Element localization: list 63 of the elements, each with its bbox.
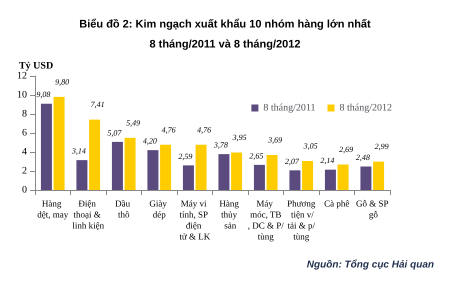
- y-tick-label: 6: [22, 128, 27, 138]
- bar: [89, 120, 100, 190]
- x-tick-label: Hàng thủy sản: [219, 198, 242, 230]
- x-tick-label: Gỗ & SP gỗ: [356, 198, 389, 220]
- data-label: 5,07: [107, 128, 122, 138]
- chart-title: Biểu đồ 2: Kim ngạch xuất khẩu 10 nhóm hàng lớn nhất: [79, 18, 372, 30]
- data-label: 2,69: [339, 144, 354, 154]
- bar: [338, 164, 349, 190]
- data-label: 3,95: [232, 132, 247, 142]
- y-tick-label: 4: [22, 146, 27, 158]
- data-label: 2,99: [374, 142, 389, 152]
- bar: [289, 170, 300, 190]
- bar: [302, 161, 314, 190]
- data-label: 4,20: [142, 136, 157, 146]
- bar: [160, 144, 172, 190]
- x-tick-label: Máy vi tính, SP điện tử & LK: [179, 198, 211, 242]
- y-tick-label: 8: [22, 108, 27, 120]
- data-label: 2,48: [356, 152, 370, 162]
- bar: [76, 160, 88, 190]
- bar: [40, 104, 52, 190]
- x-tick-label: Máy móc, TB, DC & P/tùng: [248, 198, 284, 242]
- bar: [54, 96, 65, 190]
- chart-subtitle: 8 tháng/2011 và 8 tháng/2012: [149, 38, 301, 50]
- bar: [360, 166, 372, 190]
- y-tick-label: 12: [17, 70, 27, 82]
- y-tick-label: 0: [22, 184, 27, 196]
- x-tick-label: Giày dép: [149, 198, 170, 220]
- data-label: 2,59: [178, 152, 192, 161]
- y-axis-title: Tỷ USD: [19, 60, 54, 72]
- data-label: 3,78: [212, 140, 228, 150]
- bar: [218, 154, 230, 190]
- data-label: 3,69: [267, 135, 282, 144]
- bar: [231, 152, 242, 190]
- x-tick-label: Dầu thô: [115, 198, 132, 220]
- legend-label: 8 tháng/2012: [340, 102, 392, 114]
- text: Nguồn: Tổng cục Hải quan: [306, 258, 434, 270]
- y-tick-label: 10: [17, 90, 27, 100]
- y-tick-label: 2: [22, 166, 27, 176]
- data-label: 2,07: [284, 156, 300, 166]
- bar: [112, 142, 123, 190]
- bar: [373, 162, 384, 190]
- data-label: 3,05: [302, 142, 318, 151]
- legend-label: 8 tháng/2011: [263, 102, 316, 114]
- bar: [147, 150, 158, 190]
- bar: [124, 138, 136, 190]
- bar: [196, 144, 207, 190]
- data-label: 5,49: [126, 118, 140, 128]
- x-tick-label: Hàng dệt, may: [37, 198, 69, 220]
- bar: [254, 164, 265, 190]
- x-tick-label: Cà phê: [324, 198, 350, 208]
- data-label: 3,14: [70, 146, 86, 156]
- x-tick-label: Điện thoại & linh kiện: [72, 198, 105, 230]
- bar: [182, 165, 194, 190]
- data-label: 9,08: [36, 90, 50, 100]
- x-tick-label: Phương tiện v/tải & p/tùng: [287, 198, 316, 242]
- data-label: 7,41: [90, 100, 105, 110]
- data-label: 2,14: [320, 156, 334, 166]
- data-label: 2,65: [249, 151, 264, 160]
- bar: [266, 154, 278, 190]
- bar: [324, 170, 336, 190]
- data-label: 4,76: [162, 125, 176, 134]
- data-label: 9,80: [55, 77, 70, 86]
- data-label: 4,76: [197, 125, 212, 134]
